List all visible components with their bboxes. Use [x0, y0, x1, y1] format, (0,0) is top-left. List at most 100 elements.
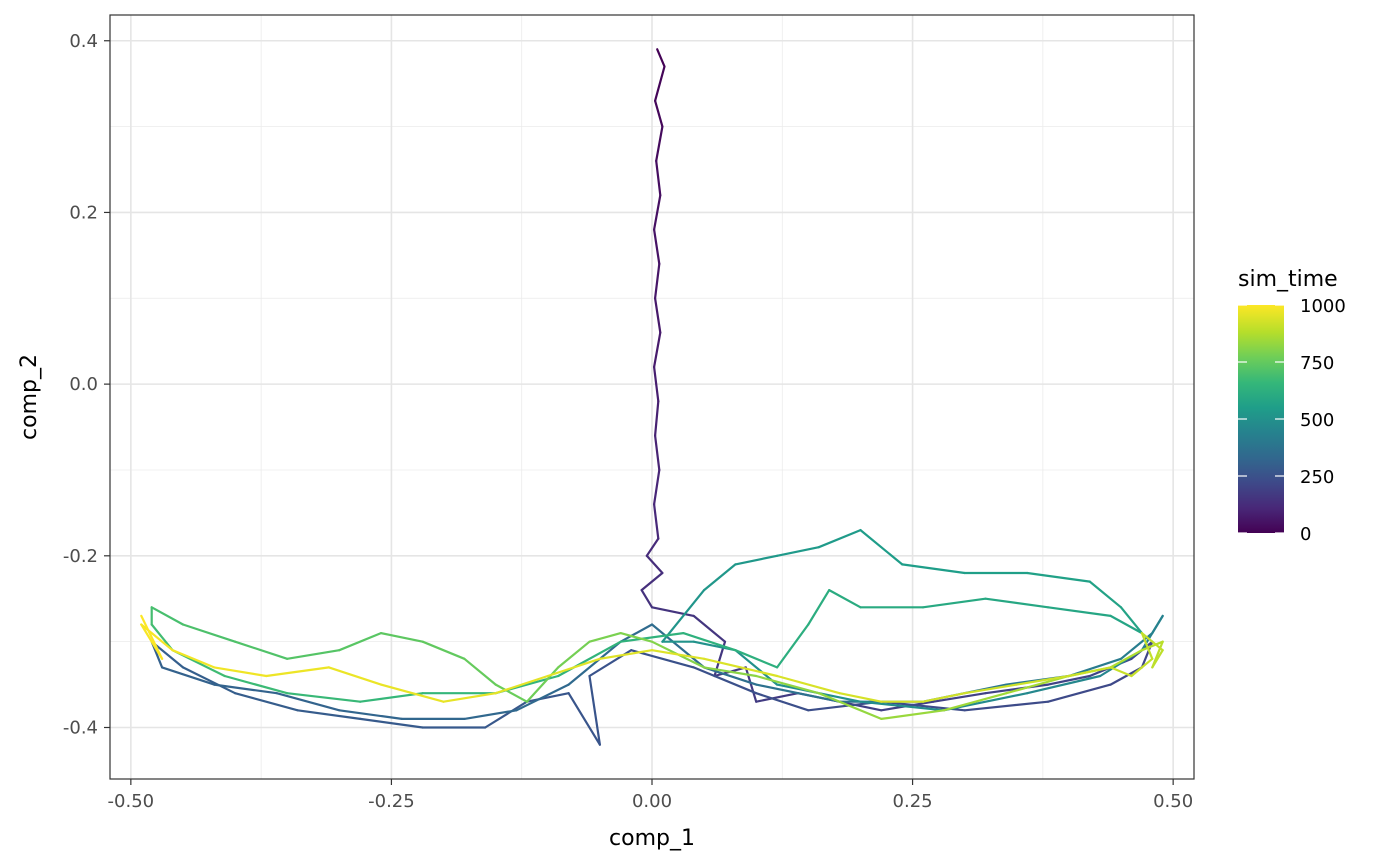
trajectory-segment [213, 683, 278, 695]
trajectory-segment [150, 606, 185, 626]
trajectory-segment [775, 623, 810, 669]
trajectory-segment [921, 692, 966, 703]
trajectory-segment [932, 692, 987, 703]
trajectory-segment [859, 700, 945, 712]
legend-break-label: 1000 [1300, 296, 1346, 317]
trajectory-segment [702, 657, 779, 678]
trajectory-segment [494, 674, 549, 695]
trajectory-segment [984, 683, 1050, 695]
trajectory-segment [650, 606, 695, 618]
legend-breaks: 0 250 500 750 1000 [1238, 296, 1346, 545]
trajectory-segment [817, 528, 862, 549]
y-axis-title: comp_2 [17, 354, 42, 440]
trajectory-segment [652, 365, 660, 403]
x-tick-label: -0.50 [108, 791, 155, 812]
trajectory-segment [655, 159, 662, 197]
trajectory-segment [463, 709, 518, 721]
trajectory-segment [653, 262, 661, 300]
trajectory-segment [963, 683, 1018, 695]
trajectory-segment [984, 597, 1050, 609]
legend-break-label: 750 [1300, 353, 1334, 374]
x-tick-label: -0.25 [368, 791, 415, 812]
trajectory-segment [838, 692, 883, 703]
trajectory-segment [619, 623, 654, 643]
trajectory-segment [484, 700, 529, 729]
trajectory-segment [653, 65, 666, 102]
trajectory-segment [859, 528, 904, 566]
trajectory-segment [775, 674, 841, 695]
trajectory-segment [359, 692, 424, 703]
trajectory-segment [817, 692, 883, 721]
trajectory-segment [598, 649, 654, 660]
trajectory-segment [557, 640, 591, 669]
trajectory-segment [567, 640, 622, 686]
trajectory-segment [661, 588, 706, 643]
trajectory-segment [234, 640, 289, 660]
trajectory-segment [1119, 606, 1144, 635]
y-tick-label: -0.2 [63, 546, 98, 567]
trajectory-segment [653, 434, 661, 472]
trajectory-segment [619, 631, 685, 643]
trajectory-segment [1005, 674, 1071, 695]
trajectory-segment [1109, 666, 1144, 686]
trajectory-segment [1026, 674, 1102, 695]
trajectory-segment [379, 631, 424, 643]
trajectory-segment [828, 588, 862, 609]
trajectory-segment [1109, 614, 1144, 635]
trajectory-segment [1109, 649, 1144, 669]
trajectory-segment [265, 666, 330, 678]
trajectory-segment [652, 468, 661, 506]
trajectory-segment [463, 657, 497, 686]
trajectory-segment [655, 125, 664, 162]
trajectory-segment [379, 683, 445, 703]
trajectory-segment [640, 571, 664, 592]
trajectory-segment [338, 709, 403, 721]
trajectory-segment [963, 700, 1050, 712]
trajectory-segment [1067, 666, 1112, 678]
trajectory-segment [744, 666, 758, 703]
trajectory-segment [1130, 657, 1154, 678]
trajectory-segment [1151, 649, 1164, 669]
trajectory-segment [652, 503, 660, 540]
y-tick-label: 0.2 [69, 202, 98, 223]
trajectory-segment [653, 99, 664, 128]
trajectory-segment [1140, 640, 1164, 652]
trajectory-segment [619, 631, 654, 643]
trajectory-segment [1140, 631, 1154, 660]
trajectory-segment [755, 683, 841, 703]
trajectory-segment [1109, 666, 1133, 678]
trajectory-segment [1088, 580, 1123, 609]
trajectory-segment [1015, 674, 1071, 686]
trajectory-segment [682, 631, 737, 652]
trajectory-segment [421, 640, 466, 660]
trajectory-segment [223, 674, 289, 695]
trajectory-segment [567, 692, 602, 746]
trajectory-segment [653, 297, 662, 334]
trajectory-segment [181, 666, 237, 695]
x-tick-label: 0.25 [893, 791, 933, 812]
trajectory-segment [525, 692, 570, 703]
x-axis-title: comp_1 [609, 826, 695, 851]
trajectory-segment [140, 623, 153, 643]
trajectory-segment [656, 48, 666, 68]
trajectory-segment [645, 554, 664, 575]
legend-break-label: 0 [1300, 524, 1311, 545]
trajectory-segment [494, 683, 529, 703]
trajectory-segment [515, 683, 570, 712]
trajectory-segment [171, 649, 216, 669]
trajectory-lines [140, 48, 1164, 746]
trajectory-segment [1046, 674, 1091, 686]
trajectory-segment [630, 649, 695, 669]
trajectory-segment [161, 666, 216, 686]
axis-ticks: -0.50 -0.25 0.00 0.25 0.50 -0.4 -0.2 0.0 0.2 0.4 [63, 31, 1193, 812]
trajectory-segment [652, 228, 661, 265]
legend-break-label: 250 [1300, 467, 1334, 488]
trajectory-segment [755, 692, 800, 703]
trajectory-segment [650, 649, 706, 660]
y-tick-label: 0.4 [69, 31, 98, 52]
trajectory-segment [734, 649, 779, 669]
trajectory-segment [650, 623, 706, 669]
trajectory-segment [652, 194, 662, 231]
trajectory-segment [1046, 606, 1112, 618]
